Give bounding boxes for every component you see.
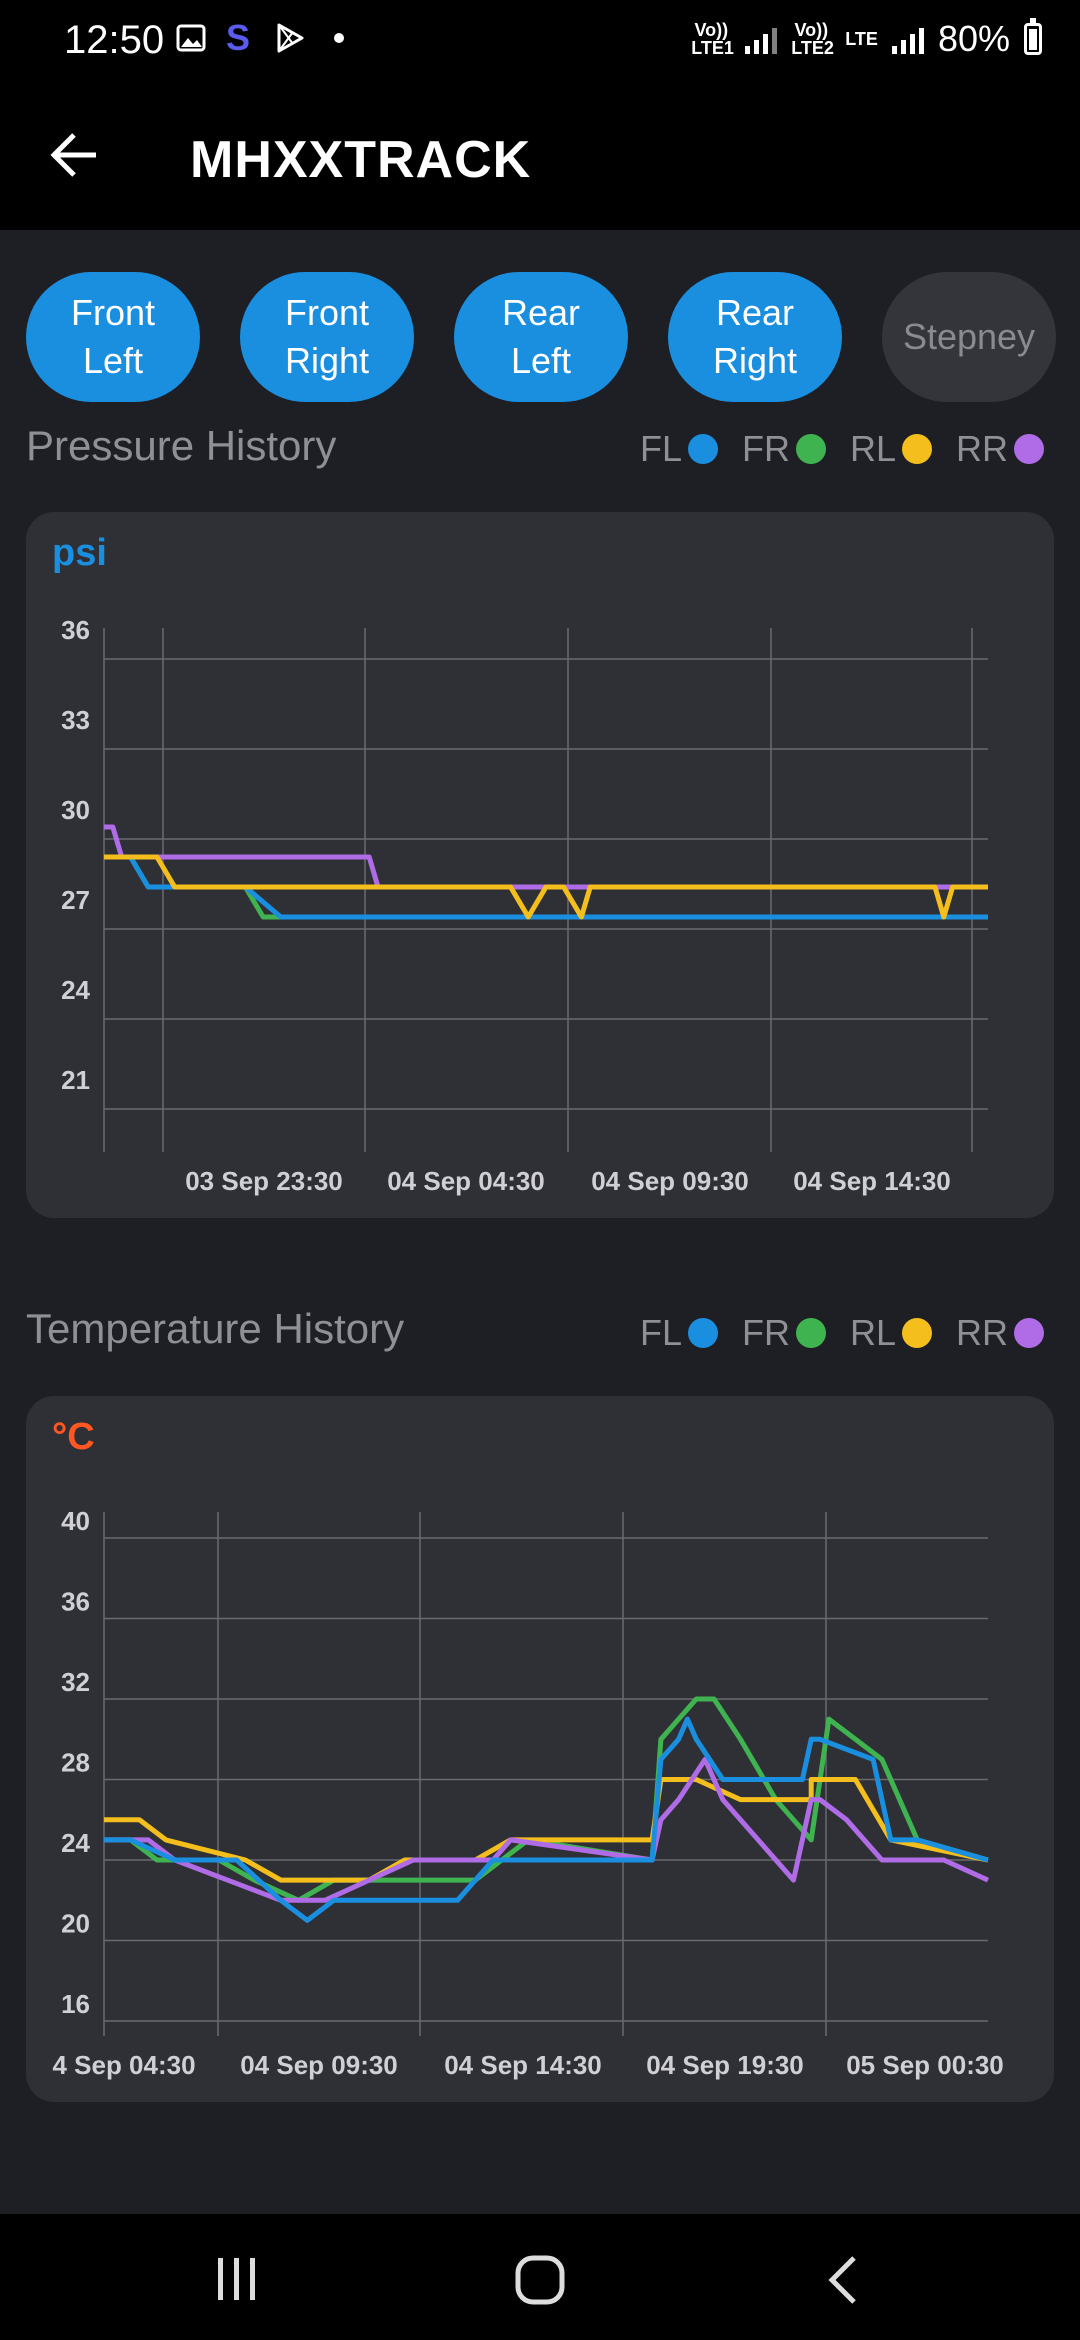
sim1-label: Vo)) LTE1: [691, 20, 734, 58]
series-line-fl: [104, 1716, 989, 1923]
play-store-icon: [277, 23, 304, 53]
y-tick-label: 28: [61, 1748, 90, 1778]
legend-label: RL: [849, 428, 896, 469]
legend-dot: [687, 1318, 718, 1348]
legend-label: FL: [639, 428, 682, 469]
x-tick-label: 04 Sep 14:30: [444, 2050, 602, 2080]
recents-icon[interactable]: [214, 2256, 260, 2302]
x-tick-label: 04 Sep 09:30: [240, 2050, 398, 2080]
y-tick-label: 36: [61, 1587, 90, 1617]
lte-label: LTE: [845, 29, 878, 49]
legend-label: FR: [741, 1312, 790, 1353]
tire-tabs: Front Left Front Right Rear Left Rear Right …: [26, 272, 1056, 402]
sim2-label: Vo)) LTE2: [791, 20, 834, 58]
tab-rear-right[interactable]: Rear Right: [668, 272, 842, 402]
y-tick-label: 27: [61, 885, 90, 915]
x-tick-label: 4 Sep 04:30: [52, 2050, 195, 2080]
x-tick-label: 04 Sep 04:30: [387, 1166, 545, 1196]
legend-item-rl: RL: [850, 1312, 932, 1354]
legend-dot: [902, 1318, 932, 1348]
legend-item-fl: FL: [640, 1312, 718, 1354]
y-tick-label: 32: [61, 1667, 90, 1697]
y-tick-label: 24: [61, 975, 90, 1005]
pressure-legend: FL FR RL RR: [630, 428, 1044, 470]
legend-dot: [1014, 1318, 1044, 1348]
legend-label: RL: [849, 1312, 896, 1353]
app-bar: MHXXTRACK: [0, 80, 1080, 230]
legend-label: RR: [956, 1312, 1008, 1353]
series-line-fr: [104, 1696, 989, 1903]
status-time: 12:50: [64, 18, 165, 62]
legend-item-rr: RR: [956, 1312, 1044, 1354]
pressure-unit-label: psi: [52, 532, 107, 574]
series-line-rr: [104, 1756, 990, 1903]
y-tick-label: 33: [61, 705, 90, 735]
legend-dot: [902, 434, 932, 464]
pressure-history-title: Pressure History: [26, 422, 337, 469]
legend-item-fr: FR: [742, 1312, 826, 1354]
series-line-rl: [104, 1777, 989, 1883]
temperature-chart: 40 36 32 28 24 20 16 4 Sep 04:30 04 Sep 09:30 04 …: [52, 1506, 1004, 2080]
s-app-icon: S: [226, 20, 250, 56]
temperature-legend: FL FR RL RR: [630, 1312, 1044, 1354]
y-tick-label: 24: [61, 1828, 90, 1858]
notification-icons: S: [176, 20, 344, 56]
battery-icon: [1024, 18, 1042, 55]
y-tick-label: 36: [61, 615, 90, 645]
y-tick-label: 21: [61, 1065, 90, 1095]
home-icon[interactable]: [514, 2254, 566, 2306]
svg-text:S: S: [226, 20, 250, 56]
x-tick-label: 03 Sep 23:30: [185, 1166, 343, 1196]
legend-item-rl: RL: [850, 428, 932, 470]
x-tick-label: 04 Sep 19:30: [646, 2050, 804, 2080]
legend-dot: [795, 1318, 826, 1348]
legend-label: FR: [741, 428, 790, 469]
series-line-rl: [104, 854, 988, 920]
x-tick-label: 05 Sep 00:30: [846, 2050, 1004, 2080]
y-tick-label: 30: [61, 795, 90, 825]
legend-item-fl: FL: [640, 428, 718, 470]
y-tick-label: 40: [61, 1506, 90, 1536]
temperature-history-title: Temperature History: [26, 1305, 405, 1352]
legend-label: FL: [639, 1312, 682, 1353]
signal-bars-2-icon: [891, 24, 924, 54]
more-notifications-dot: [334, 33, 344, 43]
tab-front-right[interactable]: Front Right: [240, 272, 414, 402]
temperature-chart-card: °C 40 36 32 28 24 20 16 4 Sep 04:30 04 Sep 09:30…: [26, 1396, 1054, 2102]
battery-percent: 80%: [937, 18, 1010, 59]
legend-item-fr: FR: [742, 428, 826, 470]
legend-dot: [795, 434, 826, 464]
legend-label: RR: [956, 428, 1008, 469]
legend-dot: [1014, 434, 1044, 464]
status-bar: 12:50 S Vo)) LTE1 Vo)) LTE2 LTE 80%: [0, 0, 1080, 80]
signal-bars-1-icon: [745, 24, 778, 54]
series-line-rr: [104, 824, 988, 890]
legend-item-rr: RR: [956, 428, 1044, 470]
gallery-icon: [176, 24, 206, 52]
y-tick-label: 16: [61, 1989, 90, 2019]
pressure-chart-card: psi 36 33 30 27 24 21 03 Sep 23:30 04 Sep 04:30…: [26, 512, 1054, 1218]
system-nav-bar: [0, 2214, 1080, 2340]
pressure-chart: 36 33 30 27 24 21 03 Sep 23:30 04 Sep 04:30 04 S…: [61, 615, 988, 1196]
status-right: Vo)) LTE1 Vo)) LTE2 LTE 80%: [691, 18, 1042, 60]
x-tick-label: 04 Sep 14:30: [793, 1166, 951, 1196]
tab-stepney[interactable]: Stepney: [882, 272, 1056, 402]
y-tick-label: 20: [61, 1909, 90, 1939]
x-tick-label: 04 Sep 09:30: [591, 1166, 749, 1196]
tab-rear-left[interactable]: Rear Left: [454, 272, 628, 402]
back-arrow-icon[interactable]: [48, 128, 102, 182]
tab-front-left[interactable]: Front Left: [26, 272, 200, 402]
temperature-unit-label: °C: [52, 1416, 95, 1458]
page-title: MHXXTRACK: [190, 131, 532, 189]
legend-dot: [687, 434, 718, 464]
back-icon[interactable]: [826, 2254, 860, 2306]
